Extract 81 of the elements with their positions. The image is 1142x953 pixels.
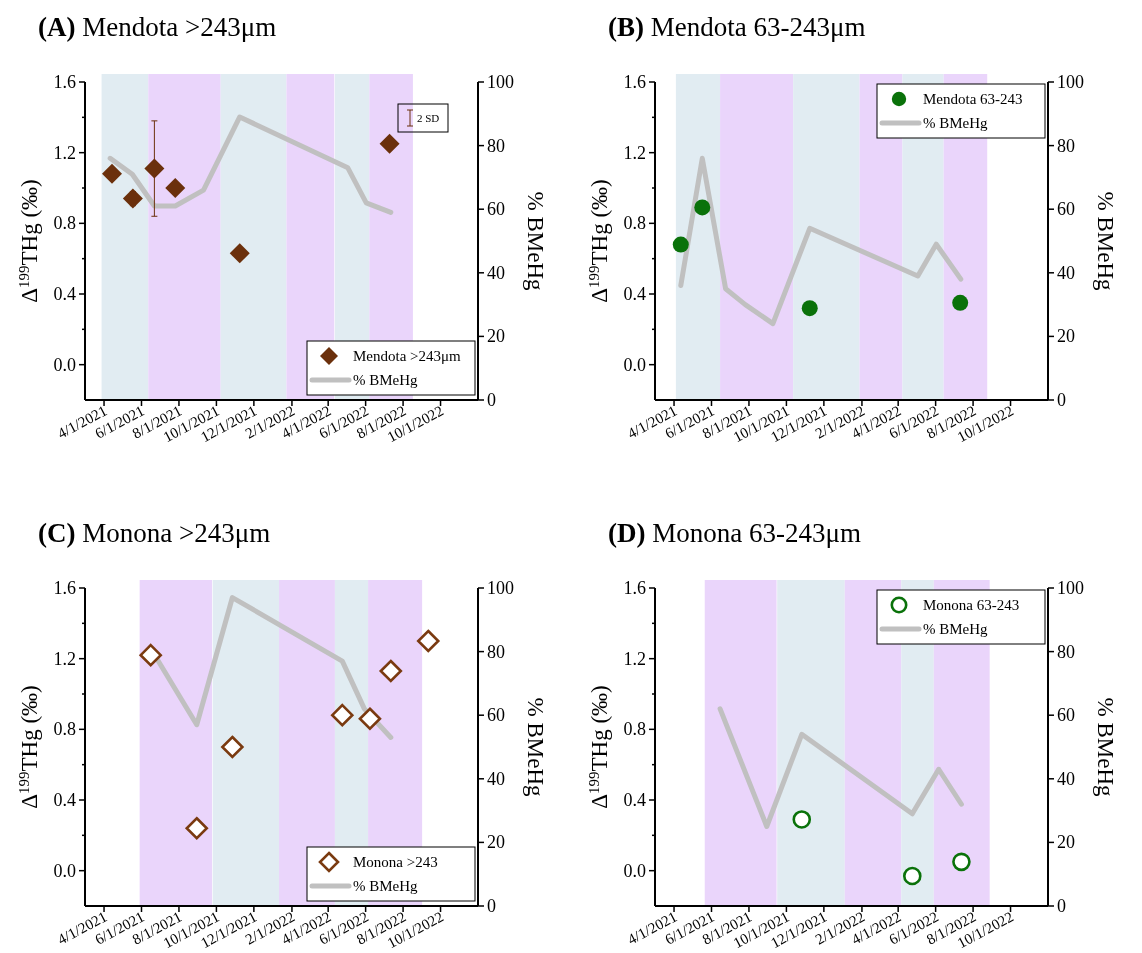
point <box>185 816 209 840</box>
point <box>416 629 440 653</box>
point <box>694 199 711 216</box>
legend-label: % BMeHg <box>923 621 989 637</box>
point <box>672 236 689 253</box>
y2-axis-title: % BMeHg <box>1093 697 1118 797</box>
y2-tick-label: 80 <box>1057 641 1075 662</box>
y2-tick-label: 40 <box>1057 768 1075 789</box>
y2-tick-label: 20 <box>1057 326 1075 347</box>
y-tick-label: 0.8 <box>53 213 76 234</box>
y-tick-label: 1.2 <box>53 142 76 163</box>
point <box>330 703 354 727</box>
y-tick-label: 0.0 <box>53 860 76 881</box>
y-tick-label: 1.2 <box>623 142 646 163</box>
point <box>221 735 244 759</box>
y-tick-label: 0.4 <box>53 790 76 810</box>
y2-tick-label: 20 <box>1057 832 1075 853</box>
chart-title: (B) Mendota 63-243μm <box>608 12 866 42</box>
y2-tick-label: 60 <box>487 705 505 726</box>
legend-label: Mendota >243μm <box>353 348 462 364</box>
y2-tick-label: 100 <box>1057 578 1084 598</box>
point <box>379 659 403 683</box>
point <box>952 294 969 311</box>
y-tick-label: 1.2 <box>623 648 646 669</box>
point <box>952 852 971 872</box>
chart-title: (D) Monona 63-243μm <box>608 518 861 548</box>
point <box>801 300 818 317</box>
point <box>358 707 382 731</box>
legend-label: % BMeHg <box>353 878 419 894</box>
y2-tick-label: 100 <box>487 578 514 598</box>
legend-label: % BMeHg <box>923 115 989 131</box>
point <box>902 866 922 886</box>
point <box>102 163 123 184</box>
y-tick-label: 1.2 <box>53 648 76 669</box>
point <box>229 243 250 264</box>
y2-axis-title: % BMeHg <box>523 697 548 797</box>
chart-title: (A) Mendota >243μm <box>38 12 277 42</box>
y-tick-label: 1.6 <box>623 72 646 92</box>
y2-axis-title: % BMeHg <box>523 191 548 291</box>
y2-tick-label: 40 <box>487 262 505 283</box>
y2-tick-label: 60 <box>1057 705 1075 726</box>
y-tick-label: 0.4 <box>623 790 646 810</box>
y2-tick-label: 80 <box>1057 135 1075 156</box>
point <box>379 133 400 154</box>
annotation: 2 SD <box>417 112 440 124</box>
y-tick-label: 0.8 <box>623 719 646 740</box>
point <box>139 643 162 667</box>
y2-tick-label: 100 <box>487 72 514 92</box>
point <box>792 810 812 829</box>
y2-axis-title: % BMeHg <box>1093 191 1118 291</box>
y-tick-label: 0.0 <box>623 860 646 881</box>
y2-tick-label: 40 <box>1057 262 1075 283</box>
y2-tick-label: 100 <box>1057 72 1084 92</box>
y-tick-label: 0.8 <box>53 719 76 740</box>
y2-tick-label: 0 <box>487 390 496 410</box>
y2-tick-label: 0 <box>1057 390 1066 410</box>
y2-tick-label: 60 <box>487 199 505 220</box>
y2-tick-label: 60 <box>1057 199 1075 220</box>
y-tick-label: 0.4 <box>623 284 646 304</box>
y2-tick-label: 20 <box>487 832 505 853</box>
y-tick-label: 1.6 <box>53 72 76 92</box>
y-tick-label: 0.8 <box>623 213 646 234</box>
y-tick-label: 1.6 <box>623 578 646 598</box>
legend-label: Monona >243 <box>353 854 438 870</box>
y-tick-label: 0.0 <box>623 354 646 375</box>
point <box>165 178 186 198</box>
y2-tick-label: 40 <box>487 768 505 789</box>
y-tick-label: 1.6 <box>53 578 76 598</box>
legend-label: Mendota 63-243 <box>923 91 1023 107</box>
y2-tick-label: 80 <box>487 135 505 156</box>
y-tick-label: 0.0 <box>53 354 76 375</box>
point <box>144 158 165 179</box>
legend-label: % BMeHg <box>353 372 419 388</box>
y2-tick-label: 20 <box>487 326 505 347</box>
legend-label: Monona 63-243 <box>923 597 1020 613</box>
y-tick-label: 0.4 <box>53 284 76 304</box>
chart-title: (C) Monona >243μm <box>38 518 271 548</box>
y2-tick-label: 0 <box>487 896 496 916</box>
y2-tick-label: 0 <box>1057 896 1066 916</box>
y2-tick-label: 80 <box>487 641 505 662</box>
point <box>122 188 143 209</box>
